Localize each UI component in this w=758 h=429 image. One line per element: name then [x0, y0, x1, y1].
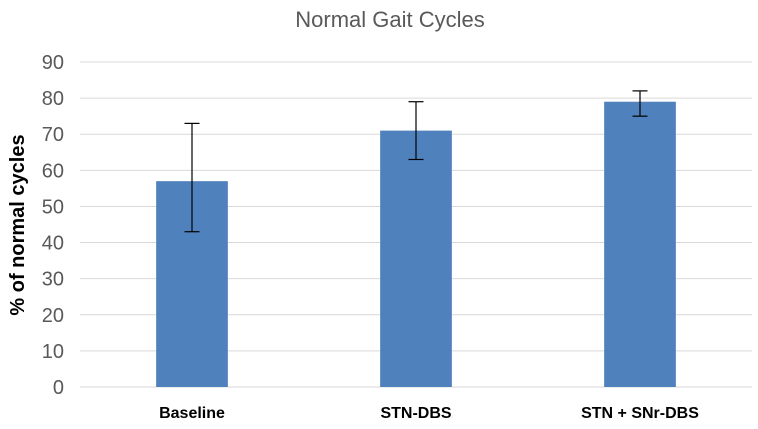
x-category-label: STN + SNr-DBS	[581, 405, 699, 422]
y-tick-label: 30	[42, 269, 64, 291]
y-tick-label: 20	[42, 305, 64, 327]
bar	[604, 101, 676, 387]
y-tick-label: 10	[42, 341, 64, 363]
y-tick-label: 90	[42, 52, 64, 74]
x-category-label: STN-DBS	[380, 405, 451, 422]
error-bars	[184, 90, 648, 233]
y-tick-label: 0	[53, 377, 64, 399]
y-axis-ticks: 0 10 20 30 40 50 60 70 80 90	[42, 52, 64, 399]
x-category-label: Baseline	[159, 405, 225, 422]
y-tick-label: 60	[42, 160, 64, 182]
y-axis-label: % of normal cycles	[7, 134, 29, 315]
chart-title: Normal Gait Cycles	[295, 7, 484, 32]
x-axis-categories: Baseline STN-DBS STN + SNr-DBS	[159, 405, 699, 422]
y-tick-label: 70	[42, 124, 64, 146]
y-tick-label: 40	[42, 233, 64, 255]
y-tick-label: 50	[42, 196, 64, 218]
y-tick-label: 80	[42, 88, 64, 110]
bar	[380, 130, 452, 387]
